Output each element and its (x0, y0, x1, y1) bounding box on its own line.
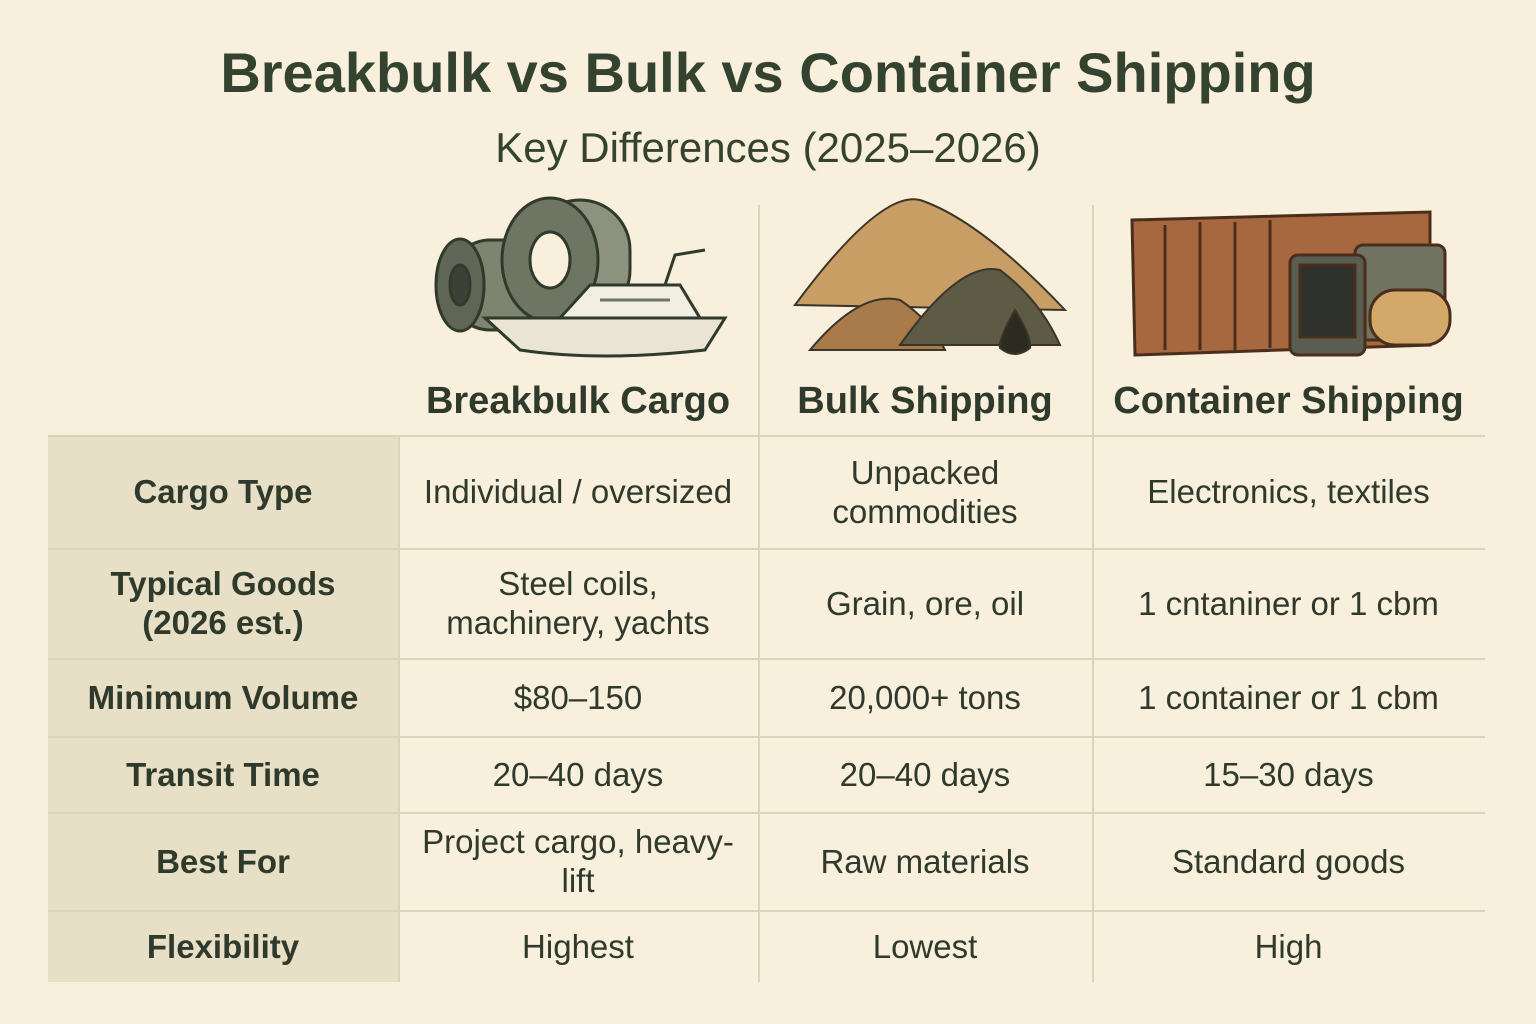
cell: Individual / oversized (423, 473, 733, 510)
row-divider (48, 658, 1485, 660)
cell: 1 cntaniner or 1 cbm (1138, 584, 1439, 622)
row-divider (48, 736, 1485, 738)
cell: Lowest (872, 927, 978, 965)
column-header: Breakbulk Cargo (425, 380, 731, 422)
column-header: Container Shipping (1113, 380, 1464, 422)
cell: Grain, ore, oil (825, 584, 1025, 622)
column-divider (1092, 205, 1094, 982)
bulk-icon (793, 198, 1068, 355)
column-header: Bulk Shipping (797, 380, 1053, 422)
container-icon (1130, 210, 1452, 357)
breakbulk-icon (434, 196, 728, 358)
column-divider (758, 205, 760, 982)
subtitle: Key Differences (2025–2026) (495, 124, 1041, 171)
title: Breakbulk vs Bulk vs Container Shipping (220, 41, 1316, 104)
row-label: Flexibility (48, 910, 398, 982)
row-label: Best For (48, 812, 398, 910)
icons (434, 196, 1452, 358)
row-label: Typical Goods (2026 est.) (48, 548, 398, 658)
cell: Unpacked commodities (832, 453, 1018, 530)
cell: $80–150 (513, 678, 643, 716)
cell: 15–30 days (1203, 755, 1374, 793)
row-divider (48, 910, 1485, 912)
cell: 20–40 days (492, 755, 664, 793)
row-label: Minimum Volume (48, 658, 398, 736)
cell: 20–40 days (839, 755, 1011, 793)
cell: Electronics, textiles (1147, 473, 1430, 510)
cell: 20,000+ tons (829, 678, 1021, 716)
row-divider (48, 435, 1485, 437)
cell: High (1254, 927, 1323, 965)
row-label: Transit Time (48, 736, 398, 812)
cell: Project cargo, heavy-lift (422, 823, 734, 899)
row-label: Cargo Type (48, 435, 398, 548)
cell: Raw materials (820, 842, 1030, 880)
cell: 1 container or 1 cbm (1138, 678, 1439, 716)
column-divider (398, 435, 400, 982)
row-divider (48, 812, 1485, 814)
cell: Highest (522, 927, 634, 965)
cell: Standard goods (1171, 842, 1405, 880)
row-divider (48, 548, 1485, 550)
cell: Steel coils, machinery, yachts (446, 565, 710, 641)
